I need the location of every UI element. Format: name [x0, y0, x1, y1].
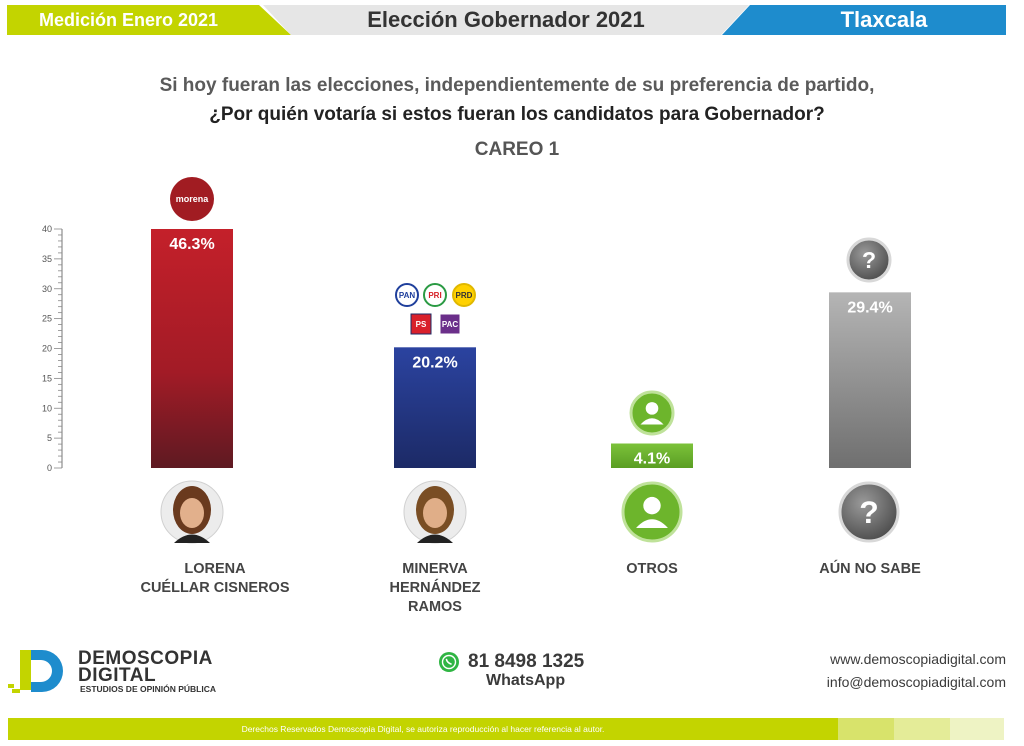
bar-otros: [611, 443, 693, 468]
phone-number[interactable]: 81 8498 1325: [468, 651, 585, 672]
bars-group: 46.3% 20.2% 4.1% 29.4%: [151, 229, 911, 468]
bottom-question-icon: [838, 481, 900, 543]
header-state: Tlaxcala: [722, 5, 1006, 35]
bar-lorena: [151, 229, 233, 468]
y-axis: 0 5 10 15 20 25 30 35 40: [42, 224, 63, 473]
y-tick-label: 40: [42, 224, 52, 234]
y-tick-label: 30: [42, 284, 52, 294]
candidate-label-no-sabe: AÚN NO SABE: [819, 561, 921, 577]
whatsapp-label: WhatsApp: [486, 672, 566, 689]
brand-tagline: ESTUDIOS DE OPINIÓN PÚBLICA: [80, 684, 217, 694]
copyright-text: Derechos Reservados Demoscopia Digital, …: [8, 718, 838, 740]
bottom-user-body: [636, 519, 668, 528]
question-line-1: Si hoy fueran las elecciones, independie…: [159, 75, 875, 96]
y-tick-label: 5: [47, 433, 52, 443]
chart-icons: morena PAN PRI PRD PS PAC??: [160, 177, 900, 544]
pri-logo-icon: [423, 283, 447, 307]
candidate-label-lorena: LORENA CUÉLLAR CISNEROS: [140, 561, 290, 596]
brand-name-line-2: DIGITAL: [78, 665, 157, 686]
pan-logo-icon: [395, 283, 419, 307]
bar-value-label: 46.3%: [169, 236, 214, 253]
y-tick-label: 20: [42, 344, 52, 354]
lorena-face: [180, 498, 204, 528]
y-tick-label: 25: [42, 314, 52, 324]
y-tick-label: 10: [42, 403, 52, 413]
bar-value-label: 4.1%: [634, 451, 670, 468]
top-question-mark: ?: [862, 247, 876, 273]
question-line-2: ¿Por quién votaría si estos fueran los c…: [209, 104, 825, 125]
minerva-face: [423, 498, 447, 528]
minerva-shoulders: [417, 534, 453, 543]
morena-logo-icon: [170, 177, 214, 221]
bottom-user-head: [643, 496, 661, 515]
party-logo-text: PAN: [399, 291, 416, 300]
lorena-shoulders: [174, 534, 210, 543]
brand-name-line-1: DEMOSCOPIA: [78, 648, 213, 669]
y-tick-label: 15: [42, 373, 52, 383]
header-title: Elección Gobernador 2021: [263, 5, 749, 35]
candidate-label-otros: OTROS: [626, 561, 678, 577]
top-user-head: [645, 402, 659, 415]
bottom-question-mark: ?: [859, 494, 878, 530]
top-user-body: [640, 418, 664, 425]
bar-no-sabe: [829, 292, 911, 468]
bar-minerva: [394, 347, 476, 468]
email-link[interactable]: info@demoscopiadigital.com: [826, 674, 1006, 690]
footer-bar: Derechos Reservados Demoscopia Digital, …: [8, 718, 1004, 740]
vote-bar-chart: 0 5 10 15 20 25 30 35 40 46.3% 20.2% 4.1% 29.4% mor…: [42, 177, 911, 544]
bar-value-label: 20.2%: [412, 354, 457, 371]
chart-subtitle: CAREO 1: [474, 139, 560, 160]
y-tick-label: 0: [47, 463, 52, 473]
top-question-icon: [846, 237, 892, 283]
party-logo-text: PRI: [428, 291, 441, 300]
candidate-label-minerva: MINERVA HERNÁNDEZ RAMOS: [389, 561, 481, 615]
party-logo-text: PS: [416, 320, 427, 329]
website-link[interactable]: www.demoscopiadigital.com: [830, 651, 1006, 667]
bar-value-label: 29.4%: [847, 299, 892, 316]
header-date-label: Medición Enero 2021: [7, 5, 291, 35]
ps-logo-icon: [410, 313, 432, 335]
party-logo-text: PRD: [456, 291, 473, 300]
morena-logo-text: morena: [176, 194, 210, 204]
pac-logo-icon: [439, 313, 461, 335]
demoscopia-logo-icon: [8, 650, 63, 693]
y-tick-label: 35: [42, 254, 52, 264]
prd-logo-icon: [452, 283, 476, 307]
whatsapp-icon: [439, 652, 459, 672]
party-logo-text: PAC: [442, 320, 459, 329]
